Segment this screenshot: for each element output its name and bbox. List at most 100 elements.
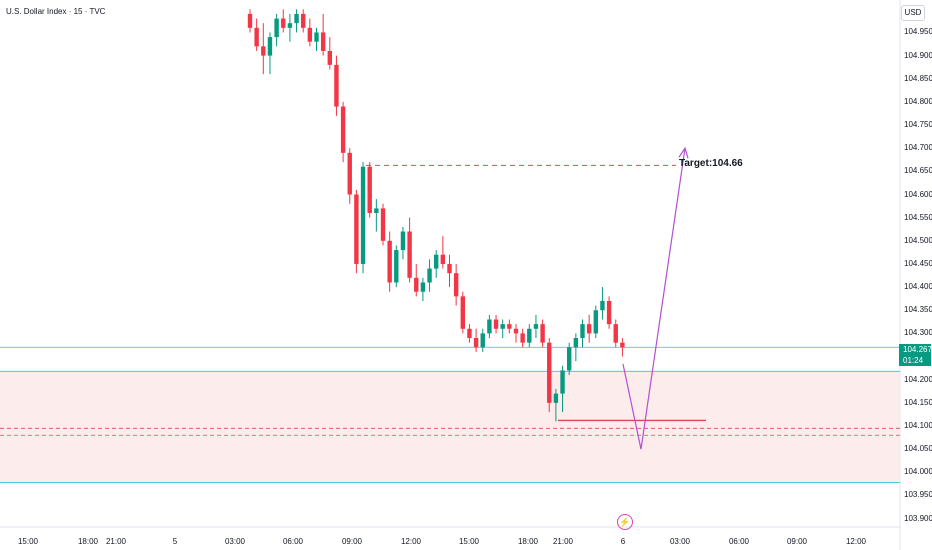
candle-body bbox=[620, 342, 625, 348]
candle[interactable] bbox=[247, 9, 253, 33]
lightning-icon[interactable]: ⚡ bbox=[617, 514, 633, 530]
candle-body bbox=[586, 324, 592, 334]
projection-path[interactable] bbox=[622, 148, 686, 450]
candle[interactable] bbox=[540, 319, 545, 348]
candle[interactable] bbox=[487, 314, 492, 339]
candle[interactable] bbox=[520, 328, 525, 348]
price-tick-label: 104.550 bbox=[904, 212, 932, 222]
candle[interactable] bbox=[261, 23, 266, 75]
candle[interactable] bbox=[281, 9, 286, 33]
candle[interactable] bbox=[254, 18, 259, 51]
candle[interactable] bbox=[453, 263, 459, 306]
candle[interactable] bbox=[360, 162, 366, 274]
candle-body bbox=[380, 208, 386, 241]
candle-body bbox=[301, 13, 306, 28]
candle[interactable] bbox=[593, 305, 598, 339]
candle-body bbox=[467, 328, 472, 339]
price-tick-label: 104.200 bbox=[904, 374, 932, 384]
candle[interactable] bbox=[513, 324, 519, 343]
candle-body bbox=[340, 106, 346, 153]
candle-body bbox=[593, 310, 598, 334]
candle[interactable] bbox=[580, 319, 585, 348]
candle[interactable] bbox=[347, 148, 352, 204]
candle[interactable] bbox=[287, 13, 293, 42]
candle[interactable] bbox=[380, 203, 386, 246]
candle[interactable] bbox=[606, 296, 612, 329]
candle[interactable] bbox=[507, 319, 512, 334]
candle-body bbox=[327, 50, 332, 65]
candle[interactable] bbox=[586, 314, 592, 343]
candle-body bbox=[334, 64, 339, 107]
candle[interactable] bbox=[314, 27, 319, 51]
currency-button[interactable]: USD bbox=[901, 5, 925, 21]
price-tick-label: 103.950 bbox=[904, 490, 932, 500]
candle-body bbox=[600, 300, 605, 311]
price-tick-label: 104.750 bbox=[904, 120, 932, 130]
candle[interactable] bbox=[447, 254, 452, 288]
candle[interactable] bbox=[367, 162, 372, 218]
candle-body bbox=[513, 328, 519, 334]
candle[interactable] bbox=[427, 259, 432, 292]
candle-body bbox=[347, 152, 352, 195]
candle[interactable] bbox=[573, 333, 579, 362]
candle-body bbox=[560, 370, 565, 394]
candle-body bbox=[553, 393, 559, 403]
candle-body bbox=[394, 250, 399, 283]
candle[interactable] bbox=[500, 319, 505, 339]
candle[interactable] bbox=[294, 9, 299, 33]
price-tick-label: 104.100 bbox=[904, 421, 932, 430]
candle[interactable] bbox=[374, 199, 379, 232]
candle[interactable] bbox=[547, 338, 552, 413]
candle[interactable] bbox=[307, 18, 313, 47]
candle[interactable] bbox=[460, 291, 465, 334]
candle[interactable] bbox=[320, 13, 326, 56]
candle[interactable] bbox=[267, 32, 273, 75]
candle[interactable] bbox=[434, 250, 439, 278]
candle[interactable] bbox=[420, 277, 426, 301]
target-label[interactable]: Target:104.66 bbox=[679, 158, 743, 169]
candle[interactable] bbox=[527, 324, 532, 348]
candle[interactable] bbox=[553, 388, 559, 422]
candle[interactable] bbox=[467, 324, 472, 343]
candle-body bbox=[507, 324, 512, 329]
price-tick-label: 103.900 bbox=[904, 513, 932, 523]
candle[interactable] bbox=[480, 328, 485, 352]
candle[interactable] bbox=[394, 245, 399, 288]
candle[interactable] bbox=[613, 319, 618, 348]
candle[interactable] bbox=[493, 314, 499, 334]
candle-body bbox=[267, 37, 273, 56]
candle-body bbox=[493, 319, 499, 329]
candle[interactable] bbox=[274, 13, 279, 47]
time-tick-label: 5 bbox=[172, 537, 178, 546]
candle[interactable] bbox=[354, 189, 359, 274]
time-tick-label: 15:00 bbox=[458, 537, 480, 546]
time-tick-label: 12:00 bbox=[400, 537, 422, 546]
candle[interactable] bbox=[334, 55, 339, 116]
candle[interactable] bbox=[414, 263, 419, 297]
time-tick-label: 21:00 bbox=[105, 537, 127, 546]
candle[interactable] bbox=[301, 9, 306, 33]
candle[interactable] bbox=[560, 365, 565, 413]
candle[interactable] bbox=[440, 236, 446, 269]
candle[interactable] bbox=[533, 314, 539, 339]
candle-body bbox=[407, 231, 412, 278]
price-tick-label: 104.450 bbox=[904, 258, 932, 268]
candle[interactable] bbox=[600, 287, 605, 320]
candle[interactable] bbox=[340, 101, 346, 163]
candle[interactable] bbox=[387, 231, 392, 292]
demand-zone[interactable] bbox=[0, 371, 900, 483]
time-tick-label: 09:00 bbox=[786, 537, 808, 546]
candle[interactable] bbox=[473, 328, 479, 352]
candle[interactable] bbox=[400, 226, 406, 260]
candle-body bbox=[547, 342, 552, 403]
candle[interactable] bbox=[620, 338, 625, 357]
candle[interactable] bbox=[567, 342, 572, 376]
candle-body bbox=[427, 268, 432, 283]
time-tick-label: 18:00 bbox=[77, 537, 99, 546]
candle-body bbox=[567, 347, 572, 371]
candle[interactable] bbox=[327, 37, 332, 70]
candle-body bbox=[254, 27, 259, 47]
candle[interactable] bbox=[407, 217, 412, 283]
price-tick-label: 104.400 bbox=[904, 282, 932, 292]
